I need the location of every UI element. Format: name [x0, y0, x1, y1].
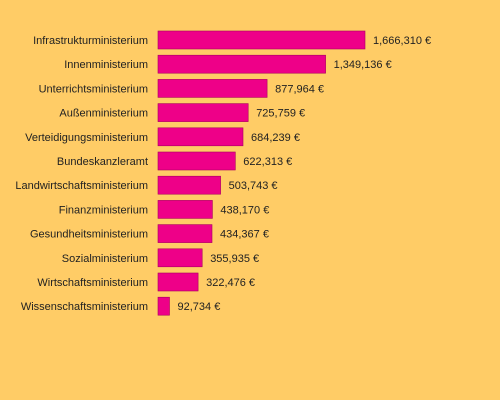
bar-6	[157, 175, 221, 195]
value-label-0: 1,666,310 €	[373, 35, 431, 47]
value-label-1: 1,349,136 €	[334, 59, 392, 71]
bar-1	[157, 54, 326, 74]
value-label-3: 725,759 €	[256, 108, 305, 120]
value-label-4: 684,239 €	[251, 132, 300, 144]
category-label-10: Wirtschaftsministerium	[37, 277, 148, 289]
category-label-0: Infrastrukturministerium	[33, 35, 148, 47]
category-label-8: Gesundheitsministerium	[30, 229, 148, 241]
category-label-11: Wissenschaftsministerium	[21, 301, 148, 313]
value-labels-group: 1,666,310 € 1,349,136 € 877,964 € 725,759 €…	[178, 35, 432, 313]
category-label-2: Unterrichtsministerium	[39, 83, 148, 95]
category-label-6: Landwirtschaftsministerium	[15, 180, 148, 192]
bar-8	[157, 224, 213, 243]
value-label-7: 438,170 €	[220, 204, 269, 216]
bar-11	[157, 296, 170, 316]
bar-2	[157, 79, 268, 98]
value-label-5: 622,313 €	[243, 156, 292, 168]
bar-10	[157, 272, 199, 292]
bar-5	[157, 151, 236, 171]
bar-7	[157, 200, 213, 219]
value-label-9: 355,935 €	[210, 253, 259, 265]
bars-group	[157, 30, 366, 316]
value-label-2: 877,964 €	[275, 83, 324, 95]
bar-4	[157, 127, 244, 147]
category-labels-group: Infrastrukturministerium Innenministerium…	[15, 35, 148, 313]
bar-0	[157, 30, 366, 50]
bar-9	[157, 248, 203, 268]
bar-3	[157, 103, 249, 122]
category-label-7: Finanzministerium	[59, 204, 148, 216]
value-label-11: 92,734 €	[178, 301, 221, 313]
category-label-1: Innenministerium	[64, 59, 148, 71]
value-label-10: 322,476 €	[206, 277, 255, 289]
category-label-5: Bundeskanzleramt	[57, 156, 148, 168]
category-label-3: Außenministerium	[59, 108, 148, 120]
value-label-8: 434,367 €	[220, 229, 269, 241]
value-label-6: 503,743 €	[229, 180, 278, 192]
category-label-9: Sozialministerium	[62, 253, 148, 265]
category-label-4: Verteidigungsministerium	[25, 132, 148, 144]
